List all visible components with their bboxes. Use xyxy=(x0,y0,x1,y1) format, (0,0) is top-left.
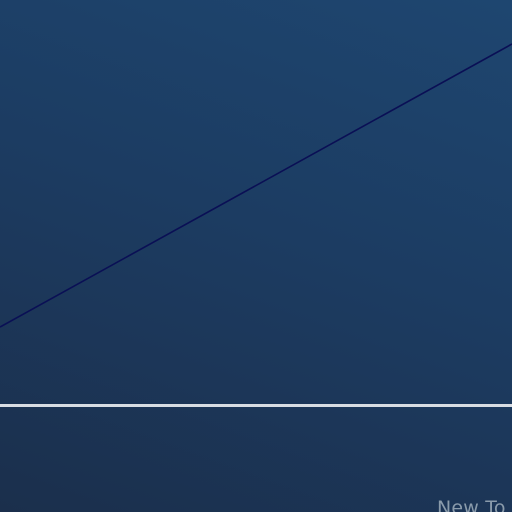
horizontal-divider xyxy=(0,404,512,407)
line-segment xyxy=(0,43,512,328)
footer-label: New To xyxy=(437,497,506,512)
